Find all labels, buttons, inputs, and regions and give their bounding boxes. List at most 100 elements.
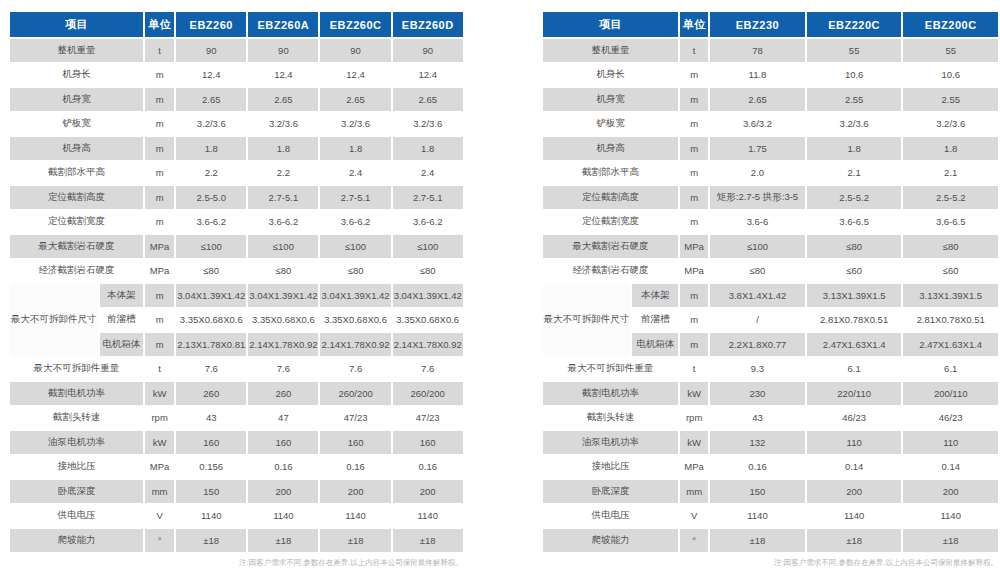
unit-cell: m <box>145 186 174 209</box>
value-cell: 1140 <box>176 505 246 528</box>
value-cell: 3.2/3.6 <box>248 113 318 136</box>
value-cell: / <box>710 309 805 332</box>
table-row: 整机重量t90909090 <box>10 39 463 62</box>
value-cell: 46/23 <box>807 407 902 430</box>
column-header-model: EBZ260A <box>248 12 318 37</box>
row-label: 机身高 <box>543 137 678 160</box>
value-cell: ≤100 <box>710 235 805 258</box>
unit-cell: t <box>680 358 708 381</box>
value-cell: 160 <box>248 431 318 454</box>
unit-cell: m <box>145 284 174 307</box>
table-row: 最大不可拆卸件尺寸本体架m3.04X1.39X1.423.04X1.39X1.4… <box>10 284 463 307</box>
table-row: 卧底深度mm150200200 <box>543 480 998 503</box>
value-cell: 2.47X1.63X1.4 <box>807 333 902 356</box>
unit-cell: m <box>145 309 174 332</box>
row-label: 供电电压 <box>10 505 143 528</box>
value-cell: ≤100 <box>393 235 463 258</box>
value-cell: 90 <box>248 39 318 62</box>
unit-cell: MPa <box>145 260 174 283</box>
value-cell: 2.7-5.1 <box>393 186 463 209</box>
value-cell: 3.35X0.68X0.6 <box>320 309 390 332</box>
value-cell: 0.16 <box>393 456 463 479</box>
table-row: 最大截割岩石硬度MPa≤100≤100≤100≤100 <box>10 235 463 258</box>
row-label: 经济截割岩石硬度 <box>10 260 143 283</box>
row-label: 整机重量 <box>543 39 678 62</box>
value-cell: 0.16 <box>248 456 318 479</box>
table-row: 截割部水平高m2.02.12.1 <box>543 162 998 185</box>
value-cell: ≤80 <box>176 260 246 283</box>
value-cell: ±18 <box>710 529 805 552</box>
unit-cell: m <box>680 309 708 332</box>
row-label: 机身宽 <box>543 88 678 111</box>
value-cell: 3.35X0.68X0.6 <box>393 309 463 332</box>
table-row: 机身高m1.81.81.81.8 <box>10 137 463 160</box>
unit-cell: m <box>145 64 174 87</box>
unit-cell: MPa <box>680 456 708 479</box>
column-header-item: 项目 <box>543 12 678 37</box>
column-header-unit: 单位 <box>145 12 174 37</box>
value-cell: 200/110 <box>903 382 998 405</box>
value-cell: ≤100 <box>176 235 246 258</box>
value-cell: ±18 <box>320 529 390 552</box>
unit-cell: m <box>680 186 708 209</box>
value-cell: 260 <box>176 382 246 405</box>
page: 项目单位EBZ260EBZ260AEBZ260CEBZ260D整机重量t9090… <box>0 0 1000 568</box>
value-cell: 12.4 <box>320 64 390 87</box>
value-cell: 1.8 <box>903 137 998 160</box>
unit-cell: kW <box>145 431 174 454</box>
value-cell: 2.47X1.63X1.4 <box>903 333 998 356</box>
value-cell: 132 <box>710 431 805 454</box>
row-label: 爬坡能力 <box>10 529 143 552</box>
value-cell: 260/200 <box>393 382 463 405</box>
unit-cell: m <box>145 333 174 356</box>
value-cell: ±18 <box>176 529 246 552</box>
value-cell: 47/23 <box>320 407 390 430</box>
unit-cell: m <box>145 211 174 234</box>
table-row: 经济截割岩石硬度MPa≤80≤60≤60 <box>543 260 998 283</box>
row-label: 机身长 <box>10 64 143 87</box>
value-cell: 200 <box>393 480 463 503</box>
value-cell: 6.1 <box>903 358 998 381</box>
value-cell: 200 <box>320 480 390 503</box>
table-row: 机身长m12.412.412.412.4 <box>10 64 463 87</box>
row-label: 卧底深度 <box>543 480 678 503</box>
unit-cell: m <box>680 211 708 234</box>
unit-cell: t <box>680 39 708 62</box>
value-cell: 7.6 <box>248 358 318 381</box>
row-label: 铲板宽 <box>543 113 678 136</box>
table-row: 供电电压V1140114011401140 <box>10 505 463 528</box>
value-cell: 150 <box>176 480 246 503</box>
value-cell: 3.2/3.6 <box>807 113 902 136</box>
value-cell: 7.6 <box>320 358 390 381</box>
value-cell: 7.6 <box>393 358 463 381</box>
value-cell: ±18 <box>393 529 463 552</box>
table-row: 截割电机功率kW230220/110200/110 <box>543 382 998 405</box>
value-cell: 1140 <box>710 505 805 528</box>
value-cell: 2.0 <box>710 162 805 185</box>
table-row: 机身宽m2.652.552.55 <box>543 88 998 111</box>
value-cell: 3.04X1.39X1.42 <box>248 284 318 307</box>
unit-cell: m <box>680 333 708 356</box>
table-row: 油泵电机功率kW132110110 <box>543 431 998 454</box>
table-row: 机身长m11.810.610.6 <box>543 64 998 87</box>
value-cell: 160 <box>393 431 463 454</box>
value-cell: 55 <box>807 39 902 62</box>
value-cell: 110 <box>807 431 902 454</box>
value-cell: 2.65 <box>710 88 805 111</box>
value-cell: 3.6-6.5 <box>807 211 902 234</box>
row-label: 最大截割岩石硬度 <box>10 235 143 258</box>
value-cell: 110 <box>903 431 998 454</box>
value-cell: 1140 <box>903 505 998 528</box>
table-row: 机身高m1.751.81.8 <box>543 137 998 160</box>
value-cell: 2.2 <box>248 162 318 185</box>
value-cell: 3.35X0.68X0.6 <box>176 309 246 332</box>
value-cell: ±18 <box>903 529 998 552</box>
row-label: 油泵电机功率 <box>543 431 678 454</box>
unit-cell: m <box>145 113 174 136</box>
table-row: 截割部水平高m2.22.22.42.4 <box>10 162 463 185</box>
table-row: 截割头转速rpm434747/2347/23 <box>10 407 463 430</box>
value-cell: 3.2/3.6 <box>903 113 998 136</box>
spec-table-ebz260-series: 项目单位EBZ260EBZ260AEBZ260CEBZ260D整机重量t9090… <box>8 10 465 554</box>
row-label: 最大不可拆卸件重量 <box>543 358 678 381</box>
table-row: 最大不可拆卸件重量t9.36.16.1 <box>543 358 998 381</box>
